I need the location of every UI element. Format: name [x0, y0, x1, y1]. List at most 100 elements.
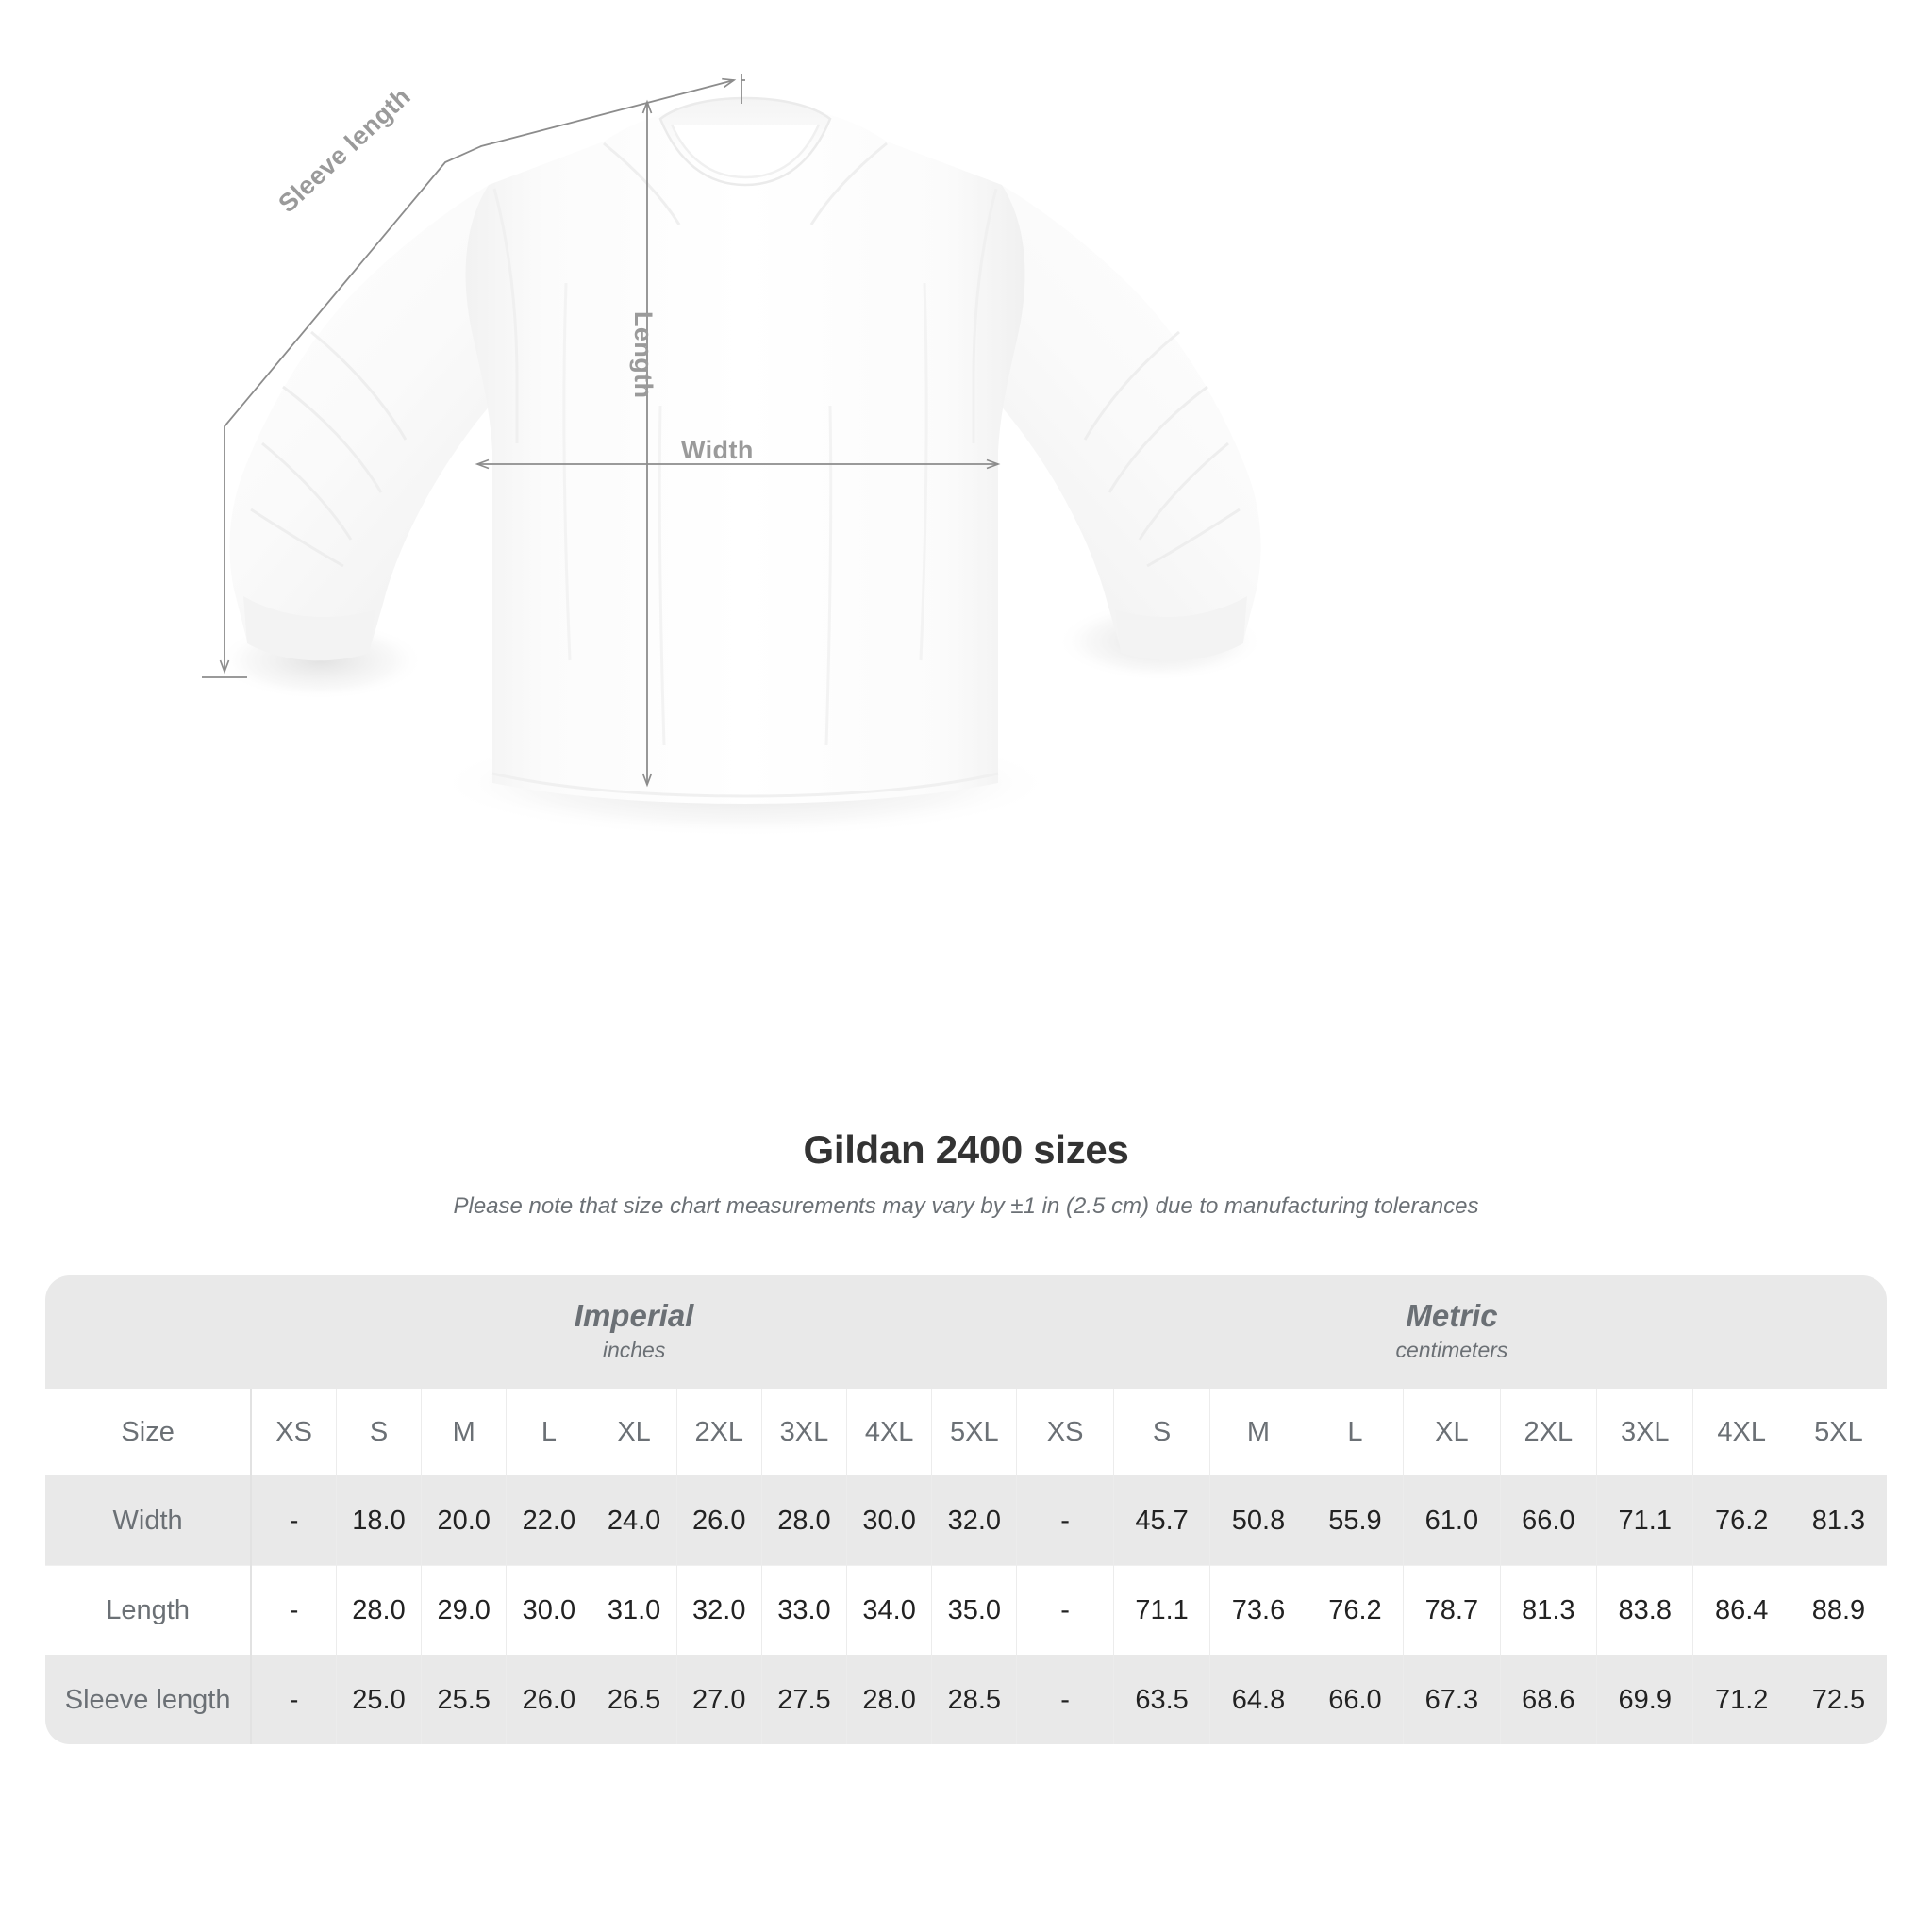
- cell-length-metric-2xl: 81.3: [1500, 1565, 1598, 1656]
- size-table-container: Imperial inches Metric centimeters Size …: [45, 1275, 1887, 1744]
- cell-sleeve-imperial-3xl: 27.5: [761, 1655, 848, 1744]
- cell-length-metric-3xl: 83.8: [1596, 1565, 1694, 1656]
- title-block: Gildan 2400 sizes Please note that size …: [0, 1127, 1932, 1220]
- right-sleeve-folds: [1083, 330, 1241, 568]
- cell-sleeve-metric-m: 64.8: [1209, 1655, 1307, 1744]
- cell-sleeve-metric-3xl: 69.9: [1596, 1655, 1694, 1744]
- size-header-imperial-5xl: 5XL: [931, 1389, 1018, 1476]
- cell-width-imperial-3xl: 28.0: [761, 1475, 848, 1566]
- cell-length-imperial-l: 30.0: [506, 1565, 592, 1656]
- row-label-sleeve-length: Sleeve length: [45, 1655, 253, 1744]
- right-shoulder-seam: [809, 142, 888, 225]
- shirt-body: [465, 106, 1025, 804]
- size-chart-table: Imperial inches Metric centimeters Size …: [45, 1275, 1887, 1744]
- cell-width-metric-xs: -: [1016, 1475, 1114, 1566]
- cell-sleeve-metric-5xl: 72.5: [1790, 1655, 1887, 1744]
- cell-sleeve-metric-xl: 67.3: [1403, 1655, 1501, 1744]
- cell-width-metric-xl: 61.0: [1403, 1475, 1501, 1566]
- cell-length-metric-l: 76.2: [1307, 1565, 1405, 1656]
- size-header-metric-m: M: [1209, 1389, 1307, 1476]
- cell-length-metric-m: 73.6: [1209, 1565, 1307, 1656]
- cell-width-metric-3xl: 71.1: [1596, 1475, 1694, 1566]
- cell-sleeve-imperial-4xl: 28.0: [846, 1655, 933, 1744]
- tolerance-note: Please note that size chart measurements…: [453, 1193, 1479, 1219]
- unit-header-metric: Metric centimeters: [1016, 1275, 1887, 1389]
- size-header-row: Size XS S M L XL 2XL 3XL 4XL 5XL XS S M …: [45, 1389, 1887, 1476]
- size-header-imperial-s: S: [336, 1389, 423, 1476]
- row-label-length: Length: [45, 1565, 253, 1656]
- cell-length-imperial-xl: 31.0: [591, 1565, 677, 1656]
- size-header-metric-s: S: [1113, 1389, 1211, 1476]
- cell-width-metric-5xl: 81.3: [1790, 1475, 1887, 1566]
- cell-width-metric-2xl: 66.0: [1500, 1475, 1598, 1566]
- size-header-metric-3xl: 3XL: [1596, 1389, 1694, 1476]
- unit-header-row: Imperial inches Metric centimeters: [45, 1275, 1887, 1389]
- cell-length-imperial-4xl: 34.0: [846, 1565, 933, 1656]
- size-header-metric-5xl: 5XL: [1790, 1389, 1887, 1476]
- cell-width-metric-s: 45.7: [1113, 1475, 1211, 1566]
- cell-width-metric-m: 50.8: [1209, 1475, 1307, 1566]
- size-header-imperial-xl: XL: [591, 1389, 677, 1476]
- garment-diagram: Sleeve length Length Width: [202, 74, 1264, 838]
- sleeve-length-measure-line: [202, 74, 745, 678]
- size-header-imperial-3xl: 3XL: [761, 1389, 848, 1476]
- cell-sleeve-metric-xs: -: [1016, 1655, 1114, 1744]
- unit-sub-imperial: inches: [602, 1337, 666, 1362]
- cell-sleeve-metric-s: 63.5: [1113, 1655, 1211, 1744]
- cell-length-imperial-xs: -: [251, 1565, 337, 1656]
- cell-width-metric-4xl: 76.2: [1692, 1475, 1790, 1566]
- size-header-metric-4xl: 4XL: [1692, 1389, 1790, 1476]
- size-header-metric-xl: XL: [1403, 1389, 1501, 1476]
- shirt-illustration: [202, 74, 1264, 838]
- size-header-imperial-m: M: [421, 1389, 508, 1476]
- cell-width-imperial-5xl: 32.0: [931, 1475, 1018, 1566]
- cell-sleeve-metric-l: 66.0: [1307, 1655, 1405, 1744]
- cell-width-metric-l: 55.9: [1307, 1475, 1405, 1566]
- cell-length-metric-xl: 78.7: [1403, 1565, 1501, 1656]
- cell-length-imperial-m: 29.0: [421, 1565, 508, 1656]
- bottom-hem: [491, 772, 999, 798]
- cell-sleeve-imperial-5xl: 28.5: [931, 1655, 1018, 1744]
- cell-sleeve-imperial-xl: 26.5: [591, 1655, 677, 1744]
- size-header-imperial-4xl: 4XL: [846, 1389, 933, 1476]
- cell-length-metric-xs: -: [1016, 1565, 1114, 1656]
- cell-width-imperial-xl: 24.0: [591, 1475, 677, 1566]
- cell-length-imperial-s: 28.0: [336, 1565, 423, 1656]
- size-header-imperial-l: L: [506, 1389, 592, 1476]
- cell-width-imperial-m: 20.0: [421, 1475, 508, 1566]
- unit-name-imperial: Imperial: [574, 1297, 694, 1333]
- unit-row-corner: [45, 1275, 252, 1389]
- cell-sleeve-metric-2xl: 68.6: [1500, 1655, 1598, 1744]
- size-header-imperial-xs: XS: [251, 1389, 337, 1476]
- cell-length-metric-s: 71.1: [1113, 1565, 1211, 1656]
- cell-sleeve-imperial-2xl: 27.0: [676, 1655, 762, 1744]
- size-header-metric-2xl: 2XL: [1500, 1389, 1598, 1476]
- size-header-imperial-2xl: 2XL: [676, 1389, 762, 1476]
- cell-width-imperial-s: 18.0: [336, 1475, 423, 1566]
- table-row: Sleeve length - 25.0 25.5 26.0 26.5 27.0…: [45, 1655, 1887, 1744]
- unit-sub-metric: centimeters: [1395, 1337, 1508, 1362]
- row-label-width: Width: [45, 1475, 253, 1566]
- size-header-metric-xs: XS: [1016, 1389, 1114, 1476]
- unit-name-metric: Metric: [1406, 1297, 1498, 1333]
- cell-length-metric-4xl: 86.4: [1692, 1565, 1790, 1656]
- cell-sleeve-imperial-s: 25.0: [336, 1655, 423, 1744]
- cell-sleeve-imperial-m: 25.5: [421, 1655, 508, 1744]
- cell-sleeve-metric-4xl: 71.2: [1692, 1655, 1790, 1744]
- cell-width-imperial-4xl: 30.0: [846, 1475, 933, 1566]
- right-armhole-seam: [972, 188, 998, 443]
- size-header-label: Size: [45, 1389, 253, 1476]
- cell-sleeve-imperial-xs: -: [251, 1655, 337, 1744]
- unit-header-imperial: Imperial inches: [251, 1275, 1017, 1389]
- cell-length-imperial-3xl: 33.0: [761, 1565, 848, 1656]
- table-row: Length - 28.0 29.0 30.0 31.0 32.0 33.0 3…: [45, 1565, 1887, 1656]
- cell-width-imperial-2xl: 26.0: [676, 1475, 762, 1566]
- cell-length-metric-5xl: 88.9: [1790, 1565, 1887, 1656]
- cell-length-imperial-5xl: 35.0: [931, 1565, 1018, 1656]
- cell-width-imperial-l: 22.0: [506, 1475, 592, 1566]
- cell-sleeve-imperial-l: 26.0: [506, 1655, 592, 1744]
- table-row: Width - 18.0 20.0 22.0 24.0 26.0 28.0 30…: [45, 1475, 1887, 1566]
- cell-length-imperial-2xl: 32.0: [676, 1565, 762, 1656]
- right-cuff: [1115, 596, 1247, 661]
- size-header-metric-l: L: [1307, 1389, 1405, 1476]
